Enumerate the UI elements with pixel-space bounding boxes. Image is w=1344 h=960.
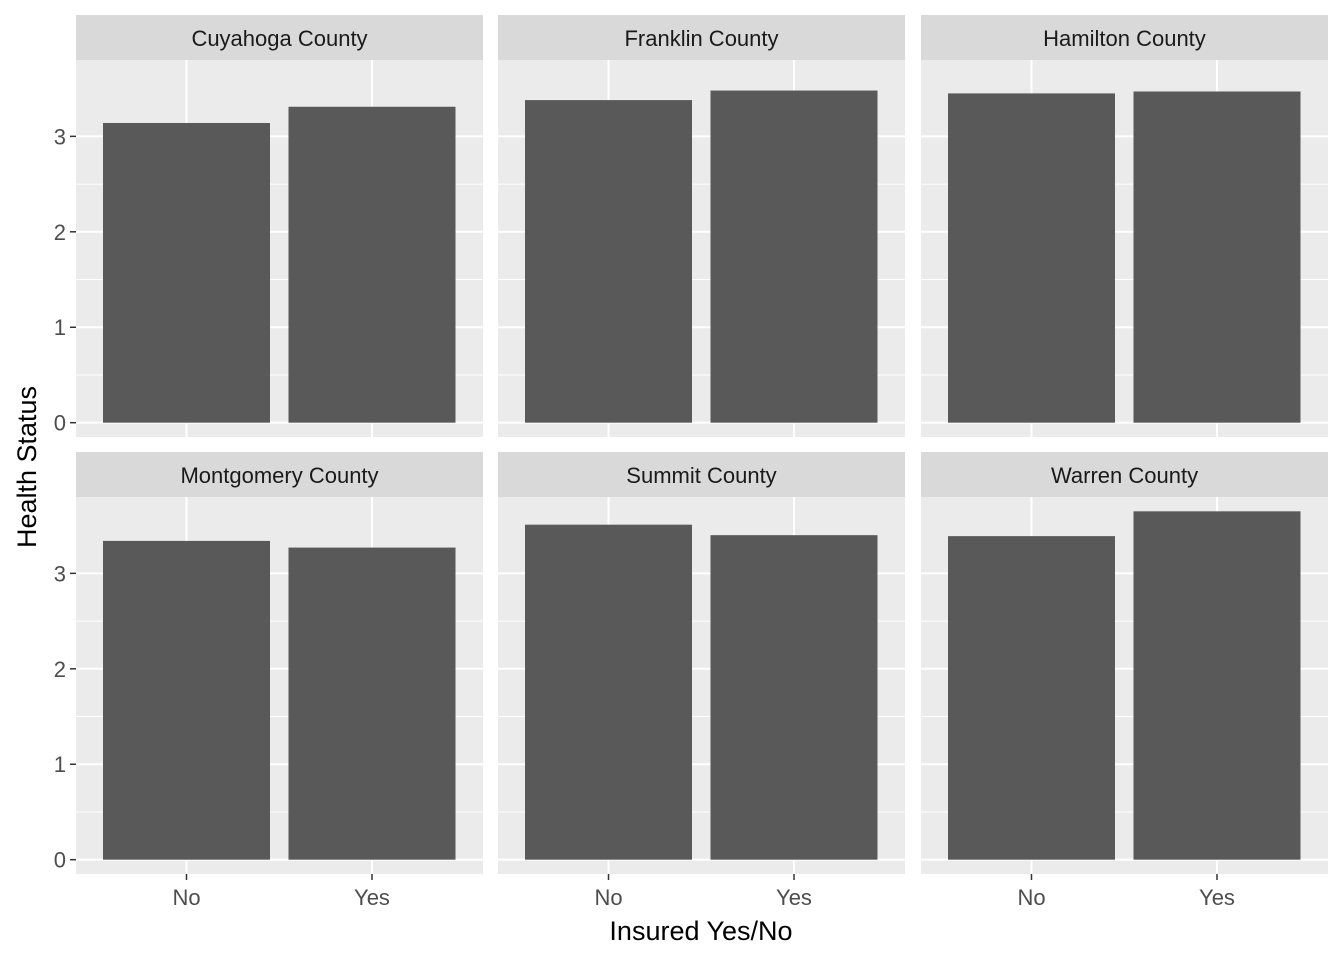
bar-no [948,93,1115,423]
bar-no [525,100,692,423]
x-tick-label: Yes [1199,885,1235,910]
bar-yes [1133,511,1301,860]
facet-strip-label: Warren County [1051,463,1198,488]
facet-strip [498,15,905,60]
bar-no [525,524,692,860]
facet-strip [921,452,1328,497]
facet-strip [921,15,1328,60]
bar-no [103,122,270,423]
facet-strip-label: Hamilton County [1043,26,1206,51]
x-tick-label: Yes [776,885,812,910]
y-tick-label: 3 [54,124,66,149]
facet-panel: Hamilton County [921,15,1328,437]
facet-strip [76,15,483,60]
bar-yes [1133,91,1301,423]
x-axis: No Yes No Yes No Yes [172,874,1235,910]
facet-panel: Summit County [498,452,905,874]
bar-no [103,540,270,860]
y-axis-title: Health Status [12,386,42,548]
facet-strip [498,452,905,497]
y-tick-label: 0 [54,848,66,873]
facet-strip-label: Summit County [626,463,776,488]
x-tick-label: No [172,885,200,910]
facet-strip [76,452,483,497]
facet-panel: Warren County [921,452,1328,874]
facet-strip-label: Montgomery County [180,463,378,488]
x-tick-label: No [1017,885,1045,910]
x-tick-label: No [594,885,622,910]
facet-panel: Franklin County [498,15,905,437]
bar-yes [710,535,878,860]
y-tick-label: 3 [54,561,66,586]
y-tick-label: 2 [54,657,66,682]
y-tick-label: 1 [54,315,66,340]
bar-yes [710,90,878,423]
x-tick-label: Yes [354,885,390,910]
facet-strip-label: Cuyahoga County [191,26,367,51]
x-axis-title: Insured Yes/No [609,916,792,946]
facet-panel: Cuyahoga County [76,15,483,437]
y-tick-label: 0 [54,411,66,436]
facet-strip-label: Franklin County [624,26,778,51]
bar-yes [288,106,456,423]
y-tick-label: 1 [54,752,66,777]
facet-panels: Cuyahoga County Franklin County Hamilton C… [76,15,1328,874]
facet-panel: Montgomery County [76,452,483,874]
y-tick-label: 2 [54,220,66,245]
bar-yes [288,547,456,860]
bar-no [948,536,1115,860]
y-axes: 0 1 2 3 0 1 2 3 [54,124,76,873]
